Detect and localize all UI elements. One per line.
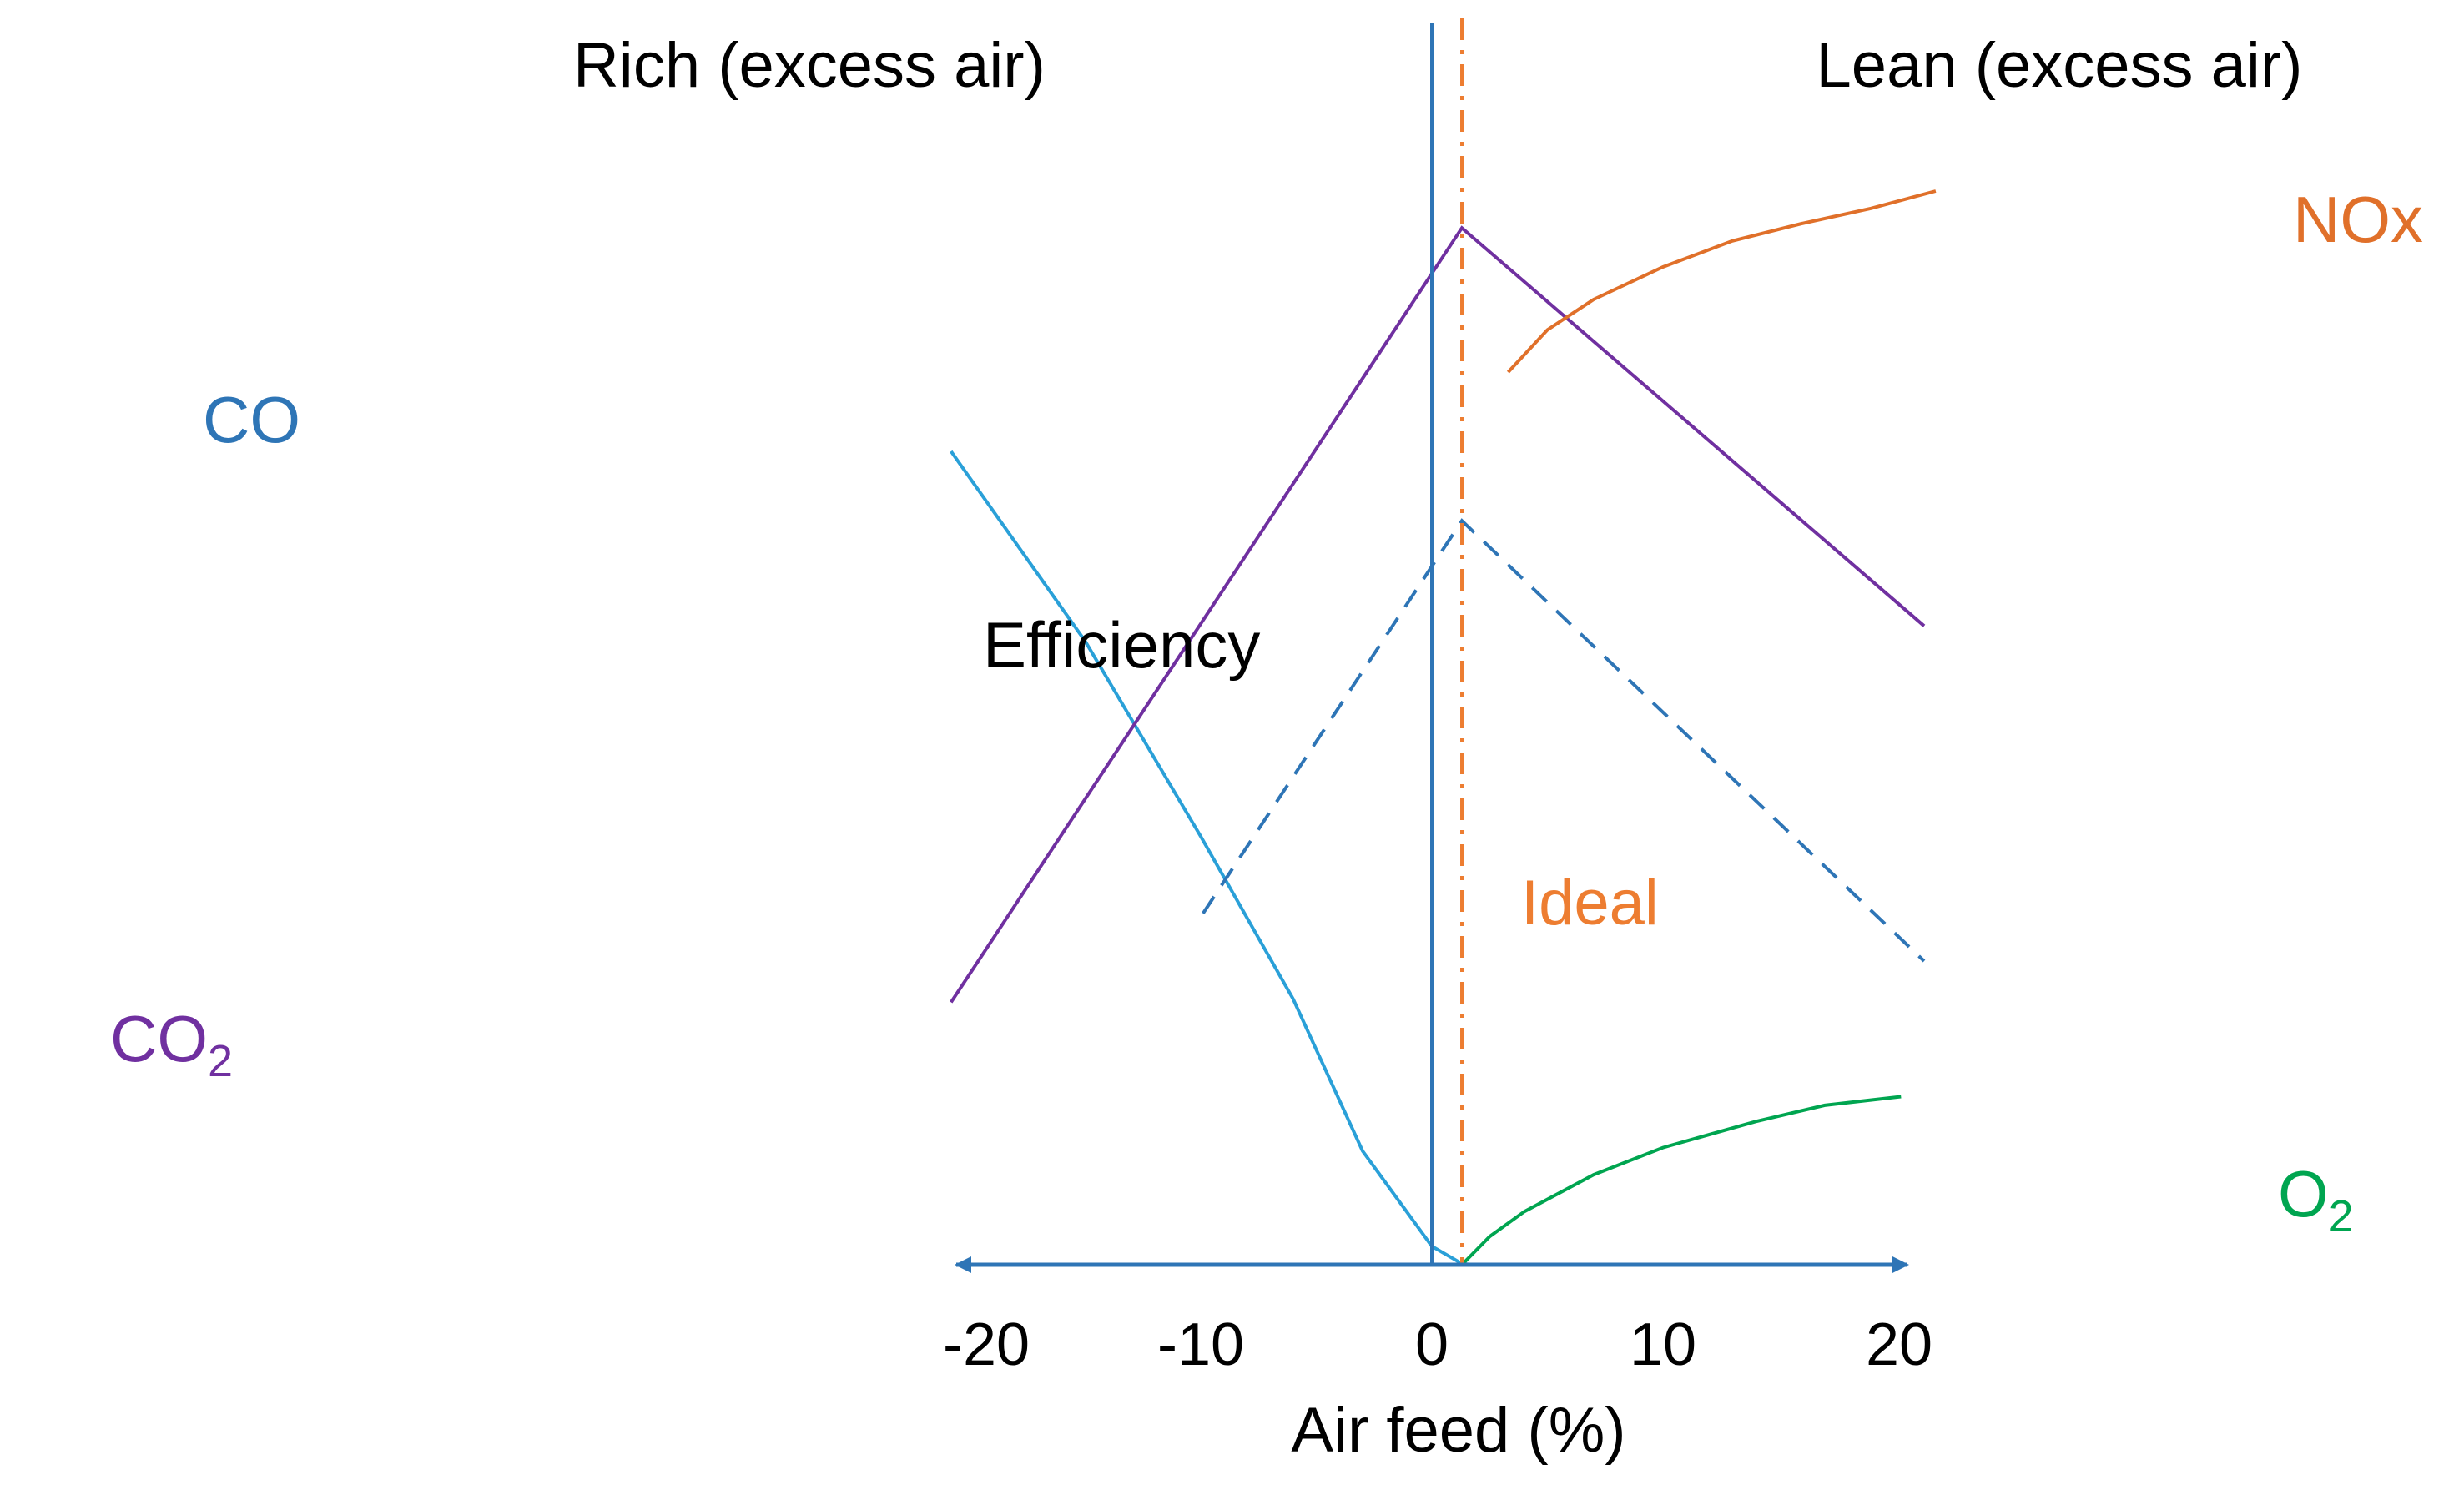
series-o2-line: [1460, 1095, 1902, 1266]
ideal-label: Ideal: [1521, 868, 1659, 939]
x-tick-label: 10: [1630, 1311, 1696, 1378]
series-group: [950, 189, 1937, 1266]
series-label-co2: CO2: [110, 1002, 233, 1086]
series-label-co2-subscript: 2: [208, 1036, 233, 1086]
x-tick-labels: -20 -10 0 10 20: [943, 1311, 1932, 1378]
series-co-line: [950, 450, 1474, 1266]
series-efficiency-line: [1202, 518, 1926, 963]
series-label-o2: O2: [2278, 1157, 2354, 1241]
x-axis-label: Air feed (%): [1291, 1395, 1625, 1466]
x-tick-label: 0: [1415, 1311, 1449, 1378]
series-nox-line: [1506, 189, 1937, 374]
x-tick-label: -10: [1157, 1311, 1244, 1378]
series-co2-line: [950, 225, 1926, 1004]
region-label-lean: Lean (excess air): [1817, 30, 2303, 101]
x-tick-label: -20: [943, 1311, 1030, 1378]
region-label-rich: Rich (excess air): [573, 30, 1046, 101]
series-label-nox: NOx: [2293, 183, 2423, 256]
series-label-co: CO: [203, 383, 300, 456]
series-label-o2-main: O: [2278, 1157, 2329, 1231]
series-label-co2-main: CO: [110, 1002, 208, 1075]
series-label-o2-subscript: 2: [2329, 1191, 2354, 1241]
x-tick-label: 20: [1866, 1311, 1932, 1378]
series-label-efficiency: Efficiency: [983, 608, 1260, 682]
